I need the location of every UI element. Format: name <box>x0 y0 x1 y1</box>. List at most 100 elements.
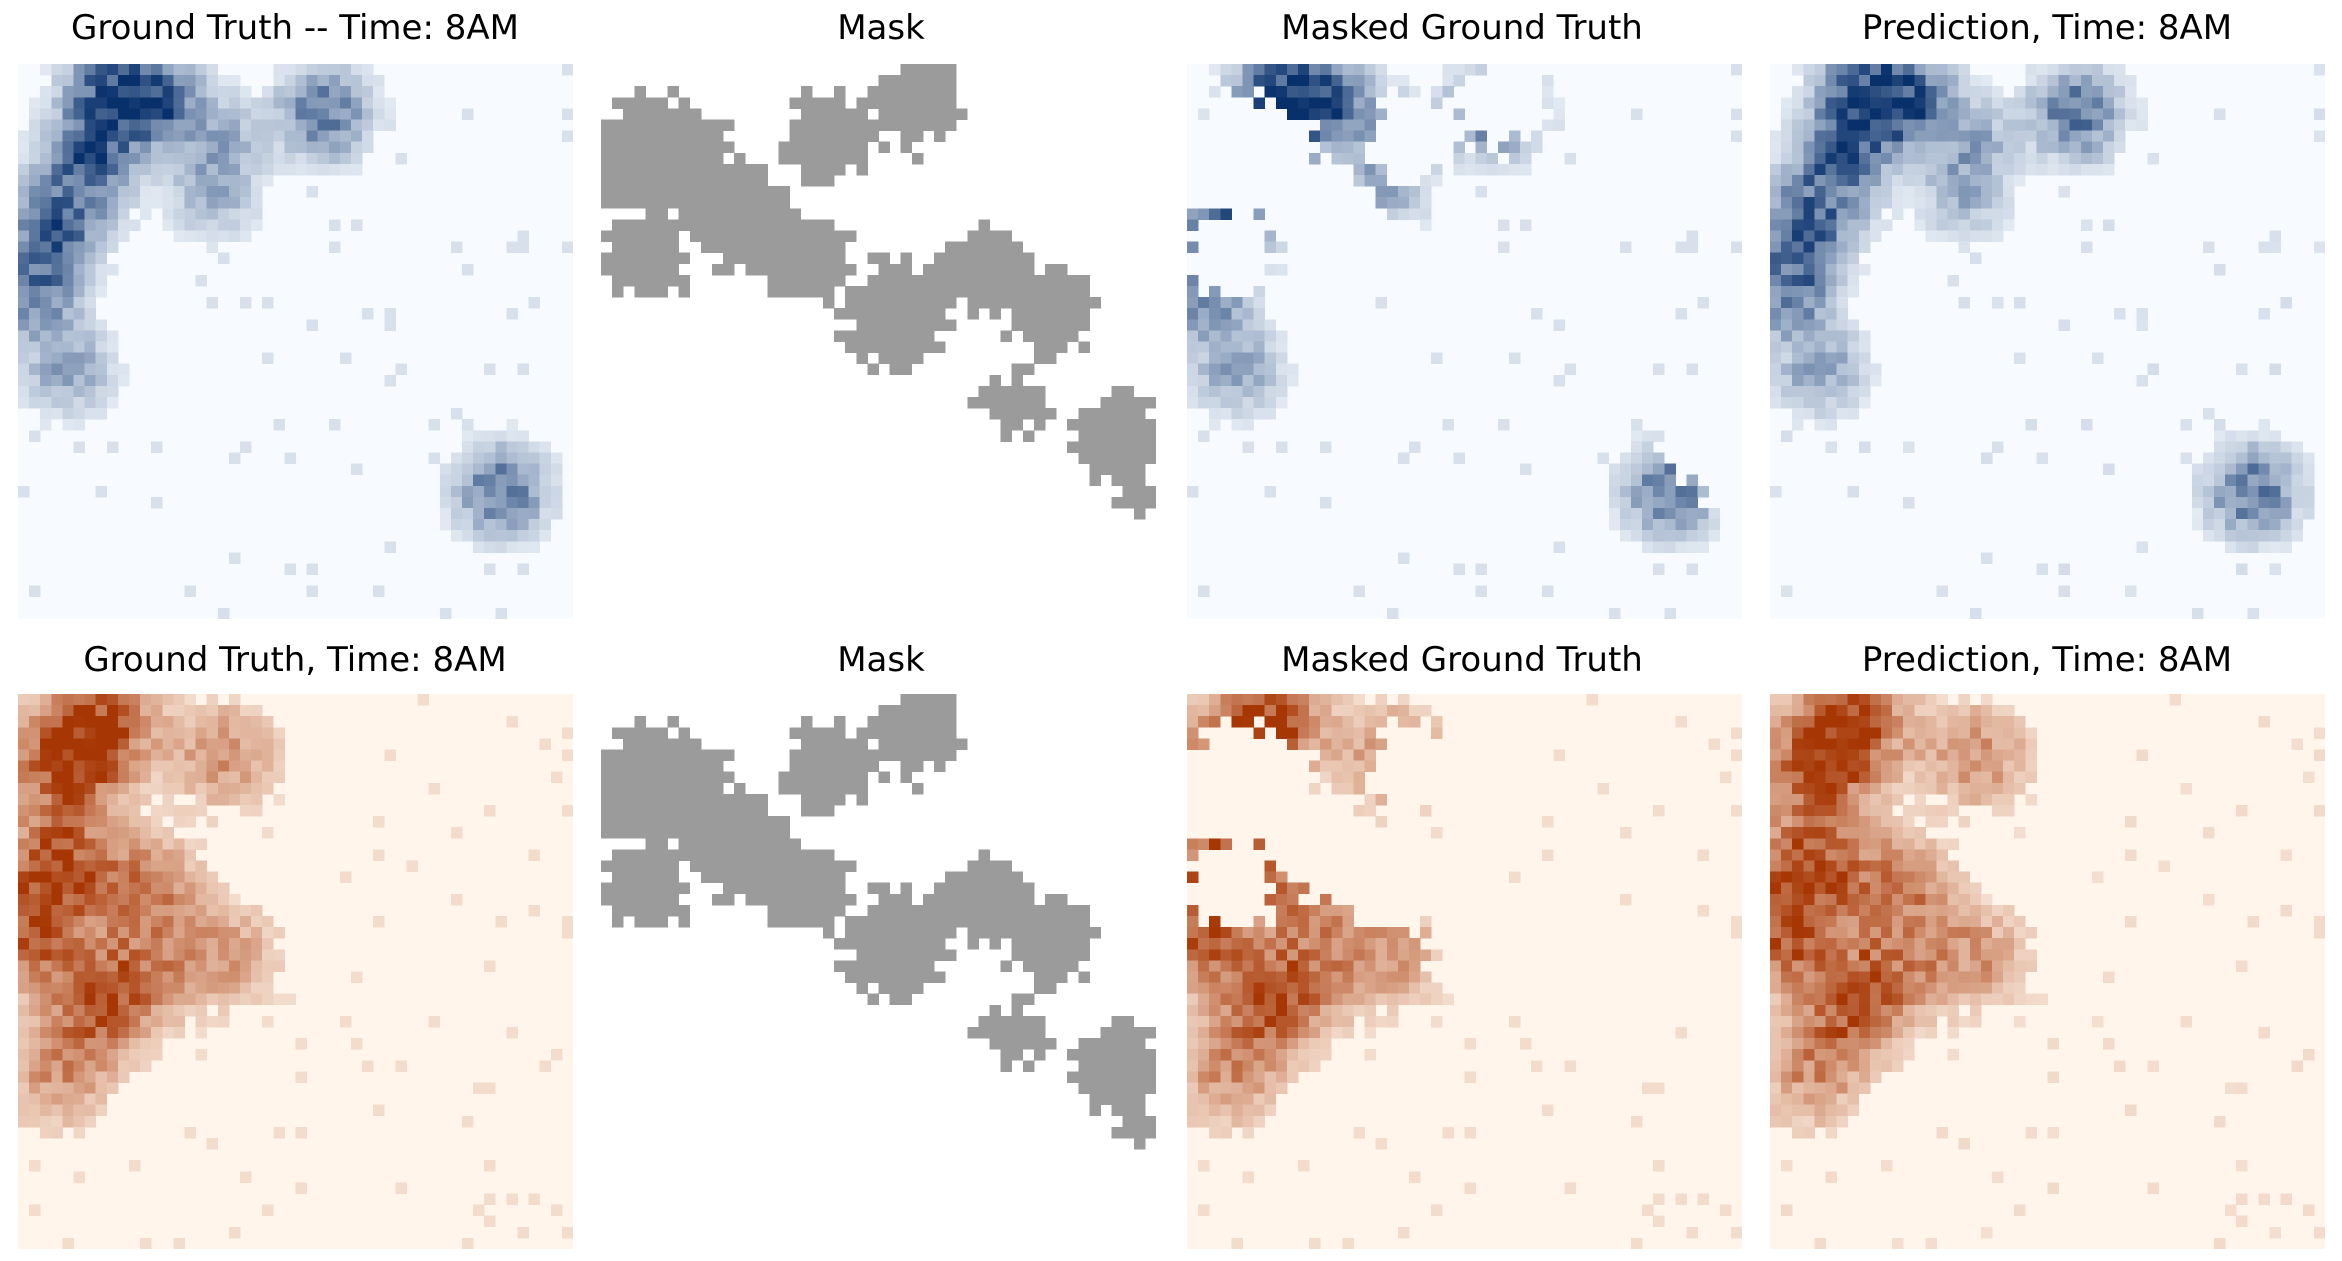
heatmap-cell <box>1936 960 1948 972</box>
heatmap-cell <box>2025 949 2037 961</box>
heatmap-cell <box>745 263 757 276</box>
heatmap-cell <box>51 927 63 939</box>
heatmap-cell <box>1836 352 1849 365</box>
heatmap-cell <box>1275 882 1288 895</box>
heatmap-cell <box>1858 86 1871 98</box>
heatmap-cell <box>1936 152 1948 165</box>
heatmap-cell <box>1619 485 1632 498</box>
heatmap-cell <box>623 749 635 761</box>
heatmap-cell <box>1947 893 1960 906</box>
heatmap-cell <box>900 716 913 728</box>
heatmap-cell <box>217 727 230 739</box>
heatmap-cell <box>1903 827 1915 839</box>
heatmap-cell <box>84 352 97 365</box>
heatmap-cell <box>1881 860 1893 872</box>
heatmap-cell <box>1198 1004 1210 1017</box>
heatmap-cell <box>823 849 835 861</box>
heatmap-cell <box>73 838 85 850</box>
heatmap-cell <box>1719 771 1732 784</box>
heatmap-cell <box>1000 252 1013 265</box>
heatmap-cell <box>1033 971 1046 983</box>
heatmap-cell <box>95 816 108 828</box>
heatmap-cell <box>2225 541 2237 553</box>
heatmap-cell <box>1022 330 1035 342</box>
heatmap-cell <box>1089 474 1101 487</box>
heatmap-cell <box>1925 904 1937 917</box>
heatmap-cell <box>1275 871 1288 884</box>
heatmap-cell <box>151 441 163 453</box>
heatmap-cell <box>2247 441 2259 453</box>
heatmap-cell <box>1033 341 1046 353</box>
heatmap-cell <box>1925 805 1937 817</box>
heatmap-cell <box>95 782 108 795</box>
heatmap-cell <box>634 849 646 861</box>
heatmap-cell <box>1022 252 1035 265</box>
heatmap-cell <box>1198 430 1210 442</box>
heatmap-cell <box>945 871 957 884</box>
heatmap-cell <box>1770 938 1782 950</box>
heatmap-cell <box>95 1071 108 1083</box>
heatmap-cell <box>1397 982 1410 995</box>
heatmap-cell <box>1881 838 1893 850</box>
heatmap-cell <box>1847 64 1860 76</box>
heatmap-cell <box>856 760 868 773</box>
heatmap-cell <box>84 108 97 120</box>
heatmap-cell <box>1653 530 1665 542</box>
heatmap-cell <box>206 749 219 761</box>
heatmap-cell <box>1033 1015 1046 1028</box>
heatmap-cell <box>2069 75 2082 87</box>
heatmap-cell <box>84 871 97 884</box>
heatmap-cell <box>811 904 824 917</box>
heatmap-cell <box>811 782 824 795</box>
heatmap-cell <box>1903 97 1915 109</box>
heatmap-cell <box>117 860 130 872</box>
heatmap-cell <box>922 286 935 298</box>
heatmap-cell <box>1089 441 1101 453</box>
heatmap-cell <box>700 119 713 131</box>
heatmap-cell <box>700 130 713 143</box>
heatmap-cell <box>700 838 713 850</box>
heatmap-cell <box>623 274 635 287</box>
heatmap-cell <box>2269 474 2281 487</box>
heatmap-cell <box>601 771 613 784</box>
heatmap-cell <box>1881 805 1893 817</box>
heatmap-cell <box>1947 64 1960 76</box>
heatmap-cell <box>667 793 680 806</box>
heatmap-cell <box>95 982 108 995</box>
heatmap-cell <box>1209 319 1221 331</box>
heatmap-cell <box>462 263 474 276</box>
heatmap-cell <box>29 1071 41 1083</box>
heatmap-cell <box>1914 938 1926 950</box>
heatmap-cell <box>1187 916 1199 928</box>
heatmap-cell <box>878 352 890 365</box>
heatmap-cell <box>51 263 63 276</box>
heatmap-cell <box>2258 463 2270 476</box>
heatmap-cell <box>495 496 507 509</box>
heatmap-cell <box>18 374 30 387</box>
heatmap-cell <box>2114 97 2126 109</box>
heatmap-cell <box>1375 297 1388 309</box>
heatmap-cell <box>1420 949 1432 961</box>
heatmap-cell <box>656 838 668 850</box>
heatmap-cell <box>1231 1049 1243 1061</box>
heatmap-cell <box>1925 749 1937 761</box>
heatmap-cell <box>878 341 890 353</box>
heatmap-cell <box>612 882 624 895</box>
panel-title-r2-c2: Mask <box>837 640 925 680</box>
heatmap-cell <box>612 119 624 131</box>
heatmap-cell <box>117 197 130 209</box>
heatmap-cell <box>1375 186 1388 198</box>
heatmap-cell <box>800 793 813 806</box>
heatmap-cell <box>506 1193 518 1205</box>
heatmap-cell <box>1198 397 1210 409</box>
heatmap-cell <box>956 871 968 884</box>
heatmap-cell <box>778 882 791 895</box>
heatmap-cell <box>206 938 219 950</box>
heatmap-cell <box>51 130 63 143</box>
heatmap-cell <box>1242 1171 1254 1183</box>
heatmap-cell <box>1453 152 1465 165</box>
heatmap-cell <box>1642 496 1654 509</box>
heatmap-cell <box>2103 119 2115 131</box>
heatmap-cell <box>1686 541 1698 553</box>
heatmap-cell <box>767 871 779 884</box>
